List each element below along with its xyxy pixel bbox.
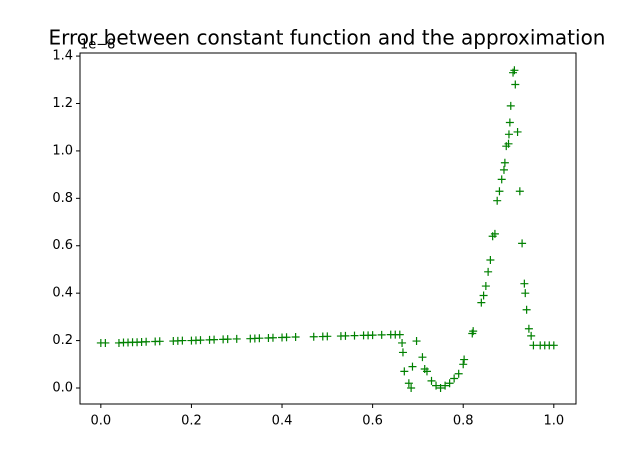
point xyxy=(511,80,520,89)
point xyxy=(520,279,529,288)
y-tick-label: 0.8 xyxy=(52,191,73,206)
point xyxy=(460,355,469,364)
point xyxy=(521,289,530,298)
point xyxy=(350,331,359,340)
point xyxy=(282,333,291,342)
point xyxy=(196,336,205,345)
point xyxy=(223,335,232,344)
point xyxy=(432,381,441,390)
y-tick-label: 1.2 xyxy=(52,96,73,111)
point xyxy=(454,369,463,378)
point xyxy=(404,379,413,388)
point xyxy=(377,330,386,339)
y-tick-label: 0.4 xyxy=(52,286,73,301)
x-tick-label: 0.4 xyxy=(272,414,293,429)
point xyxy=(499,165,508,174)
point xyxy=(427,376,436,385)
point xyxy=(407,383,416,392)
point xyxy=(398,338,407,347)
point xyxy=(529,341,538,350)
point xyxy=(232,334,241,343)
point xyxy=(309,332,318,341)
point xyxy=(395,330,404,339)
point xyxy=(459,360,468,369)
y-tick-label: 0.6 xyxy=(52,238,73,253)
x-tick-label: 1.0 xyxy=(543,414,564,429)
point xyxy=(469,327,478,336)
y-tick-label: 1.4 xyxy=(52,49,73,64)
point xyxy=(513,127,522,136)
point xyxy=(400,367,409,376)
y-offset-label: 1e−8 xyxy=(80,38,115,53)
point xyxy=(490,229,499,238)
y-tick-label: 0.0 xyxy=(52,380,73,395)
point xyxy=(268,333,277,342)
x-tick-label: 0.0 xyxy=(90,414,111,429)
point xyxy=(479,291,488,300)
point xyxy=(255,334,264,343)
point xyxy=(515,187,524,196)
point xyxy=(436,383,445,392)
point xyxy=(505,118,514,127)
point xyxy=(493,196,502,205)
point xyxy=(527,331,536,340)
point xyxy=(522,305,531,314)
point xyxy=(549,341,558,350)
point xyxy=(495,187,504,196)
y-tick-label: 1.0 xyxy=(52,143,73,158)
point xyxy=(504,130,513,139)
point xyxy=(506,101,515,110)
point xyxy=(422,367,431,376)
point xyxy=(441,381,450,390)
x-tick-label: 0.2 xyxy=(181,414,202,429)
plot-frame xyxy=(79,52,577,405)
point xyxy=(481,282,490,291)
point xyxy=(418,353,427,362)
point xyxy=(524,324,533,333)
point xyxy=(291,333,300,342)
point xyxy=(142,337,151,346)
point xyxy=(101,338,110,347)
y-tick-label: 0.2 xyxy=(52,333,73,348)
point xyxy=(398,348,407,357)
point xyxy=(408,362,417,371)
point xyxy=(484,267,493,276)
point xyxy=(445,379,454,388)
point xyxy=(341,331,350,340)
point xyxy=(477,298,486,307)
point xyxy=(510,66,519,75)
point xyxy=(500,158,509,167)
x-tick-label: 0.6 xyxy=(362,414,383,429)
point xyxy=(210,335,219,344)
point xyxy=(486,255,495,264)
point xyxy=(450,374,459,383)
chart-title: Error between constant function and the … xyxy=(49,26,606,50)
point xyxy=(155,337,164,346)
point xyxy=(518,239,527,248)
x-tick-label: 0.8 xyxy=(453,414,474,429)
point xyxy=(504,139,513,148)
point xyxy=(368,331,377,340)
point xyxy=(323,332,332,341)
point xyxy=(178,336,187,345)
point xyxy=(412,337,421,346)
point xyxy=(497,175,506,184)
